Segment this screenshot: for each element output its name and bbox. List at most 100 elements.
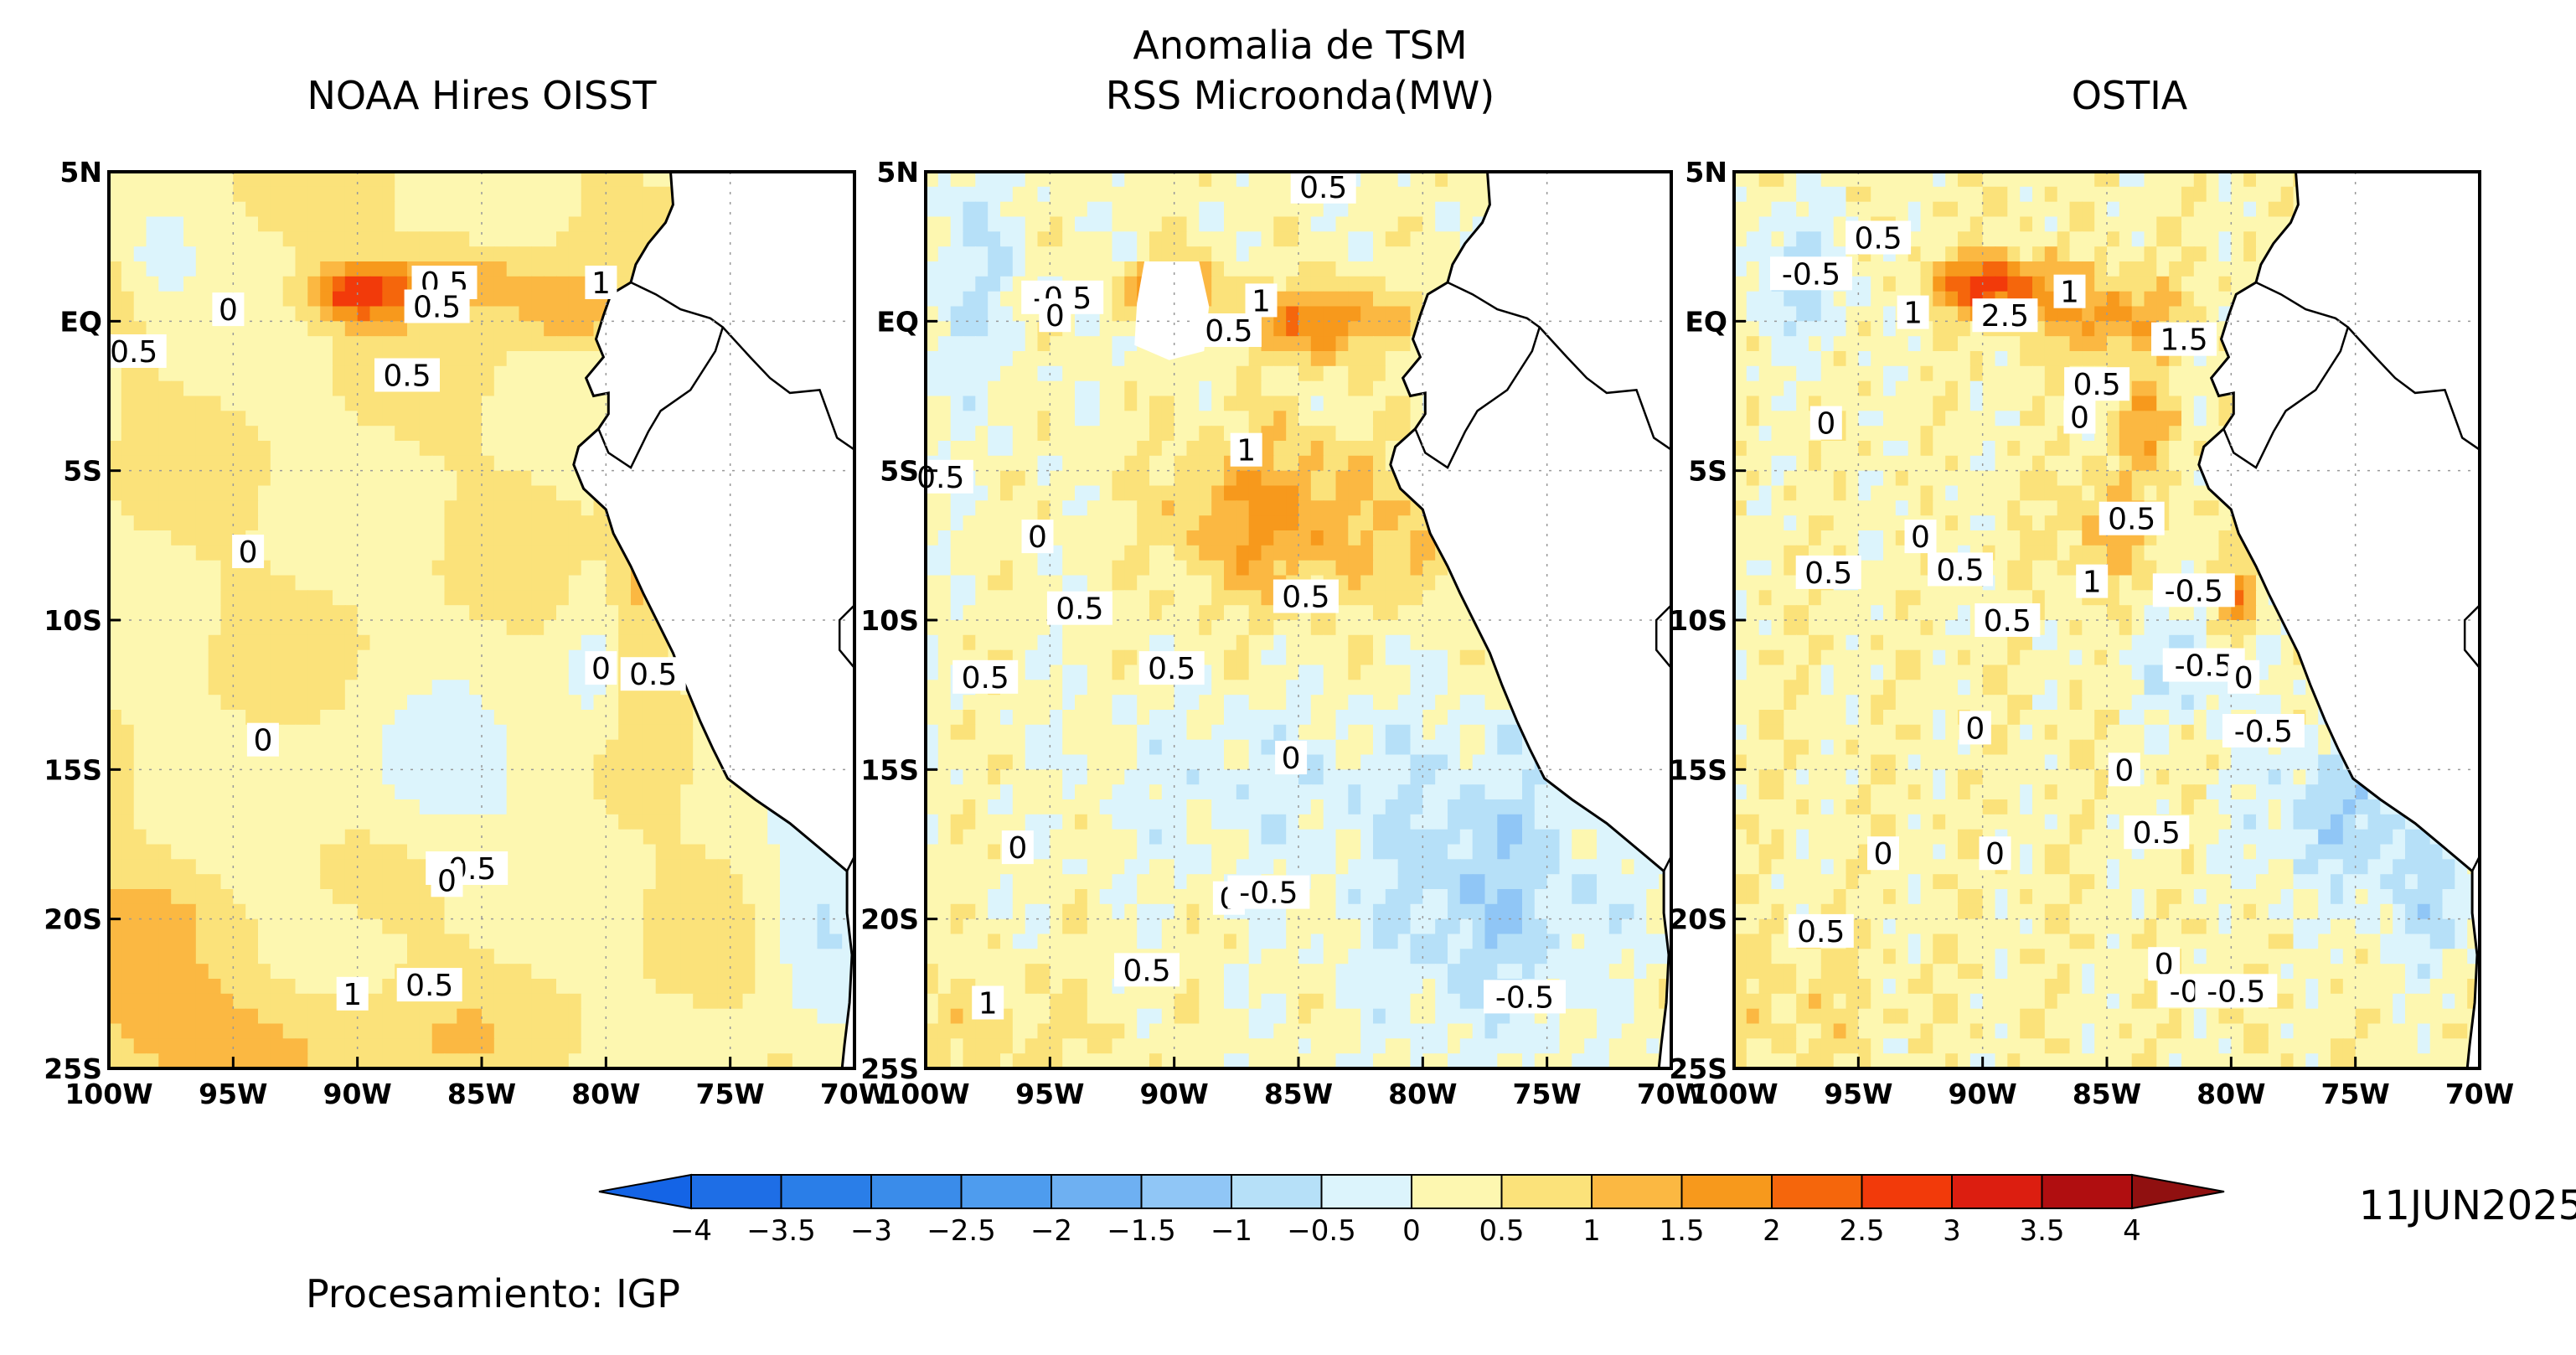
y-tick-label: EQ bbox=[59, 305, 102, 338]
colorbar-tick-label: −1 bbox=[1211, 1214, 1252, 1248]
y-tick-label: 15S bbox=[44, 753, 102, 786]
contour-label-bg bbox=[1809, 406, 1842, 440]
x-tick-label: 95W bbox=[1015, 1078, 1084, 1110]
contour-label: 0.5 bbox=[413, 291, 461, 325]
contour-label-bg bbox=[246, 722, 279, 757]
colorbar-segment bbox=[1951, 1174, 2043, 1209]
colorbar-segment bbox=[960, 1174, 1052, 1209]
x-tick-label: 90W bbox=[323, 1078, 392, 1110]
y-tick-label: 10S bbox=[1669, 604, 1727, 637]
contour-label-bg bbox=[1867, 836, 1899, 871]
contour-label-bg bbox=[1928, 552, 1993, 587]
x-tick-label: 70W bbox=[1637, 1078, 1706, 1110]
x-tick-label: 95W bbox=[1824, 1078, 1892, 1110]
contour-label: 0.5 bbox=[629, 658, 677, 692]
country-border bbox=[2463, 604, 2480, 669]
colorbar-segment bbox=[1411, 1174, 1503, 1209]
contour-label-bg bbox=[2152, 573, 2235, 608]
contour-label-bg bbox=[212, 292, 245, 327]
panel-title-ostia: OSTIA bbox=[2072, 73, 2188, 118]
colorbar-tick-label: −3 bbox=[850, 1214, 892, 1248]
y-tick-label: 5N bbox=[876, 156, 919, 189]
y-tick-label: 15S bbox=[860, 753, 919, 786]
x-tick-label: 95W bbox=[199, 1078, 267, 1110]
contour-label-bg bbox=[1021, 520, 1054, 554]
contour-label-bg bbox=[1959, 711, 1991, 745]
x-tick-label: 85W bbox=[1264, 1078, 1333, 1110]
colorbar-segment bbox=[1591, 1174, 1683, 1209]
contour-label: 0 bbox=[253, 724, 272, 758]
contour-label: 1 bbox=[2083, 566, 2102, 600]
panel-title-rss: RSS Microonda(MW) bbox=[1106, 73, 1495, 118]
contour-label: 0.5 bbox=[383, 359, 431, 394]
contour-label-bg bbox=[2108, 752, 2140, 787]
contour-label-bg bbox=[1227, 875, 1310, 909]
colorbar-tick-label: −4 bbox=[670, 1214, 712, 1248]
colorbar-tick-label: 2.5 bbox=[1839, 1214, 1884, 1248]
contour-label: 0.5 bbox=[2133, 816, 2181, 851]
contour-label: 0 bbox=[1045, 299, 1065, 334]
colorbar-segment bbox=[2041, 1174, 2133, 1209]
contour-label-bg bbox=[1795, 555, 1861, 589]
contour-label-bg bbox=[1897, 295, 1929, 329]
contour-label-bg bbox=[1290, 169, 1356, 204]
contour-label: 0.5 bbox=[2073, 368, 2120, 402]
contour-label-bg bbox=[2222, 714, 2305, 747]
contour-label: 0.5 bbox=[405, 969, 453, 1003]
contour-label-bg bbox=[1904, 520, 1937, 554]
colorbar-tick-label: −1.5 bbox=[1107, 1214, 1176, 1248]
contour-label: -0.5 bbox=[1782, 257, 1840, 292]
colorbar-tick-label: −2 bbox=[1030, 1214, 1072, 1248]
contour-label-bg bbox=[1230, 432, 1262, 467]
y-tick-label: EQ bbox=[1685, 305, 1727, 338]
contour-label-bg bbox=[396, 968, 462, 1002]
contour-label: 1 bbox=[1903, 297, 1923, 331]
contour-label: 0.5 bbox=[1056, 592, 1103, 627]
contour-label: 1 bbox=[1252, 284, 1271, 318]
colorbar-segment bbox=[870, 1174, 963, 1209]
colorbar-segment bbox=[690, 1174, 782, 1209]
x-tick-label: 100W bbox=[65, 1078, 152, 1110]
colorbar-segment bbox=[1051, 1174, 1143, 1209]
x-tick-label: 85W bbox=[2073, 1078, 2141, 1110]
contour-label: 0 bbox=[1985, 837, 2005, 871]
contour-label: 0 bbox=[239, 535, 258, 570]
contour-label: -0.5 bbox=[2165, 574, 2223, 608]
contour-label: 0 bbox=[1965, 711, 1985, 746]
contour-label: 0 bbox=[2155, 948, 2174, 982]
contour-label-bg bbox=[431, 863, 463, 897]
contour-label: 0 bbox=[591, 652, 611, 686]
country-border bbox=[2222, 281, 2350, 469]
contour-label-bg bbox=[972, 985, 1004, 1020]
country-border bbox=[838, 604, 854, 669]
contour-label: -0.5 bbox=[1495, 980, 1554, 1015]
y-tick-label: 10S bbox=[860, 604, 919, 637]
contour-label-bg bbox=[2063, 400, 2096, 434]
y-tick-label: 5S bbox=[63, 455, 102, 488]
contour-label: 0.5 bbox=[1804, 556, 1852, 591]
y-tick-label: 10S bbox=[44, 604, 102, 637]
contour-label: 0.5 bbox=[1123, 954, 1170, 988]
contour-label-bg bbox=[1273, 579, 1339, 613]
contour-label-bg bbox=[1484, 980, 1566, 1014]
colorbar-segment bbox=[780, 1174, 872, 1209]
contour-label: 0.5 bbox=[1148, 652, 1195, 686]
contour-label-bg bbox=[1972, 298, 2038, 333]
contour-label-bg bbox=[1138, 651, 1205, 685]
colorbar-under-arrow bbox=[598, 1173, 692, 1210]
y-tick-label: 20S bbox=[44, 903, 102, 936]
colorbar-segment bbox=[1771, 1174, 1863, 1209]
colorbar-tick-label: 2 bbox=[1763, 1214, 1781, 1248]
colorbar-tick-label: 1 bbox=[1582, 1214, 1601, 1248]
colorbar-tick-label: −0.5 bbox=[1287, 1214, 1356, 1248]
contour-label-bg bbox=[952, 659, 1019, 694]
country-border bbox=[1655, 604, 1671, 669]
contour-label-bg bbox=[585, 651, 617, 685]
contour-label: 1 bbox=[1236, 434, 1256, 468]
x-tick-label: 100W bbox=[1690, 1078, 1778, 1110]
y-tick-label: 15S bbox=[1669, 753, 1727, 786]
panel-title-oisst: NOAA Hires OISST bbox=[307, 73, 657, 118]
